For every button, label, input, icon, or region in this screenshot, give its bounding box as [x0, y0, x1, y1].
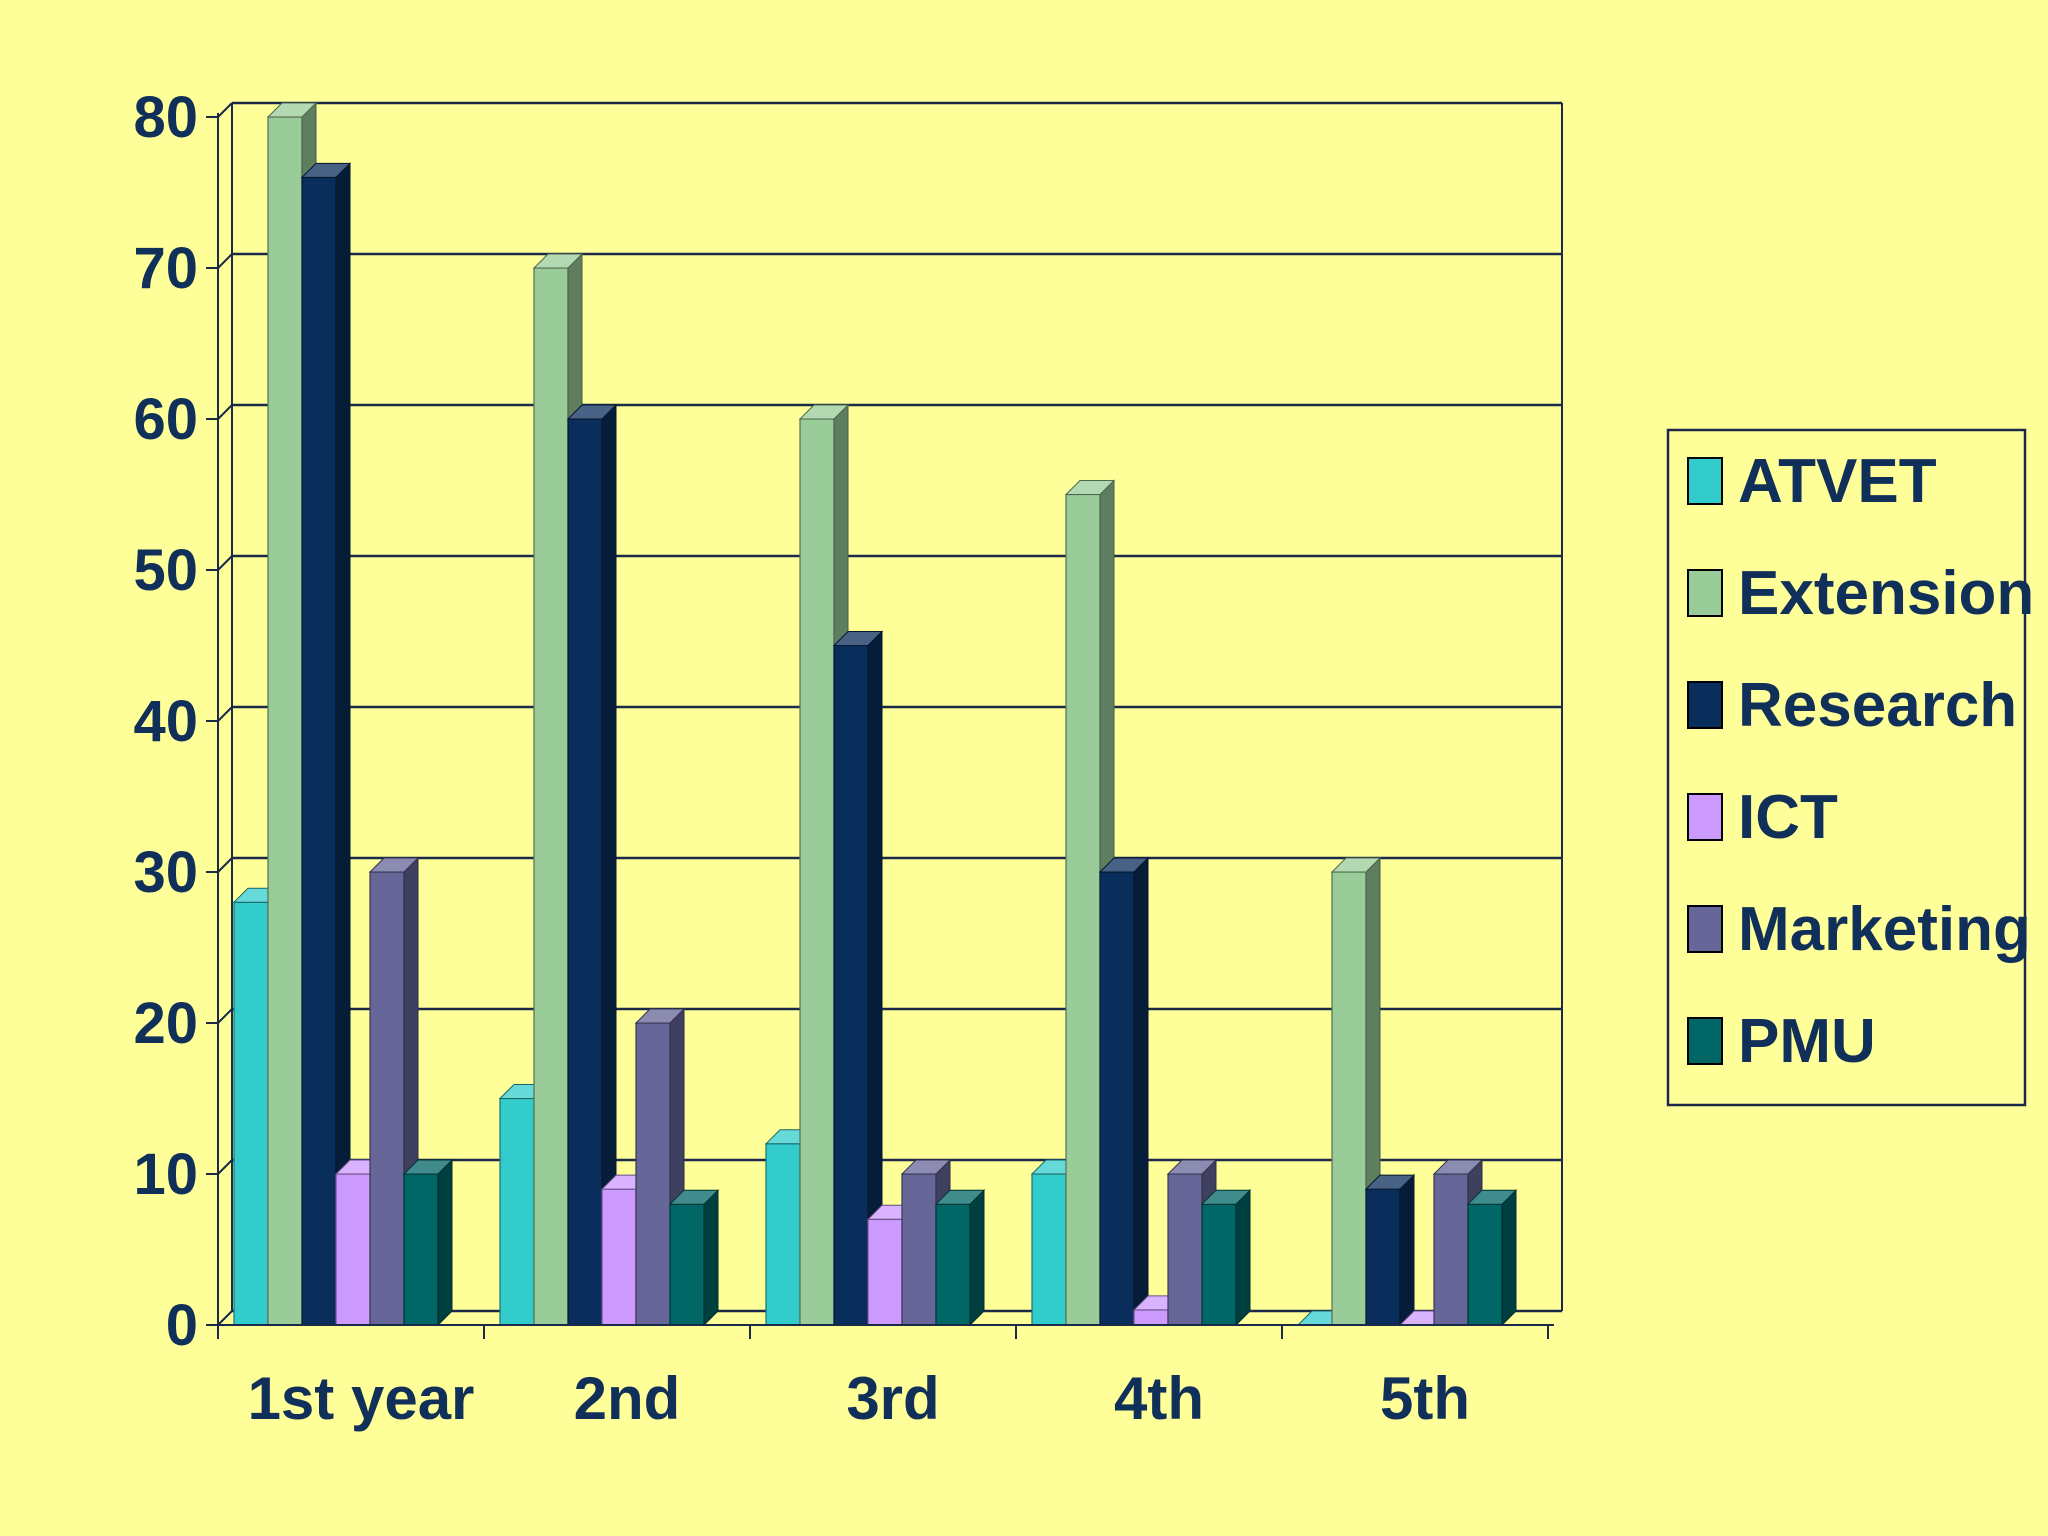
x-tick-label: 2nd	[574, 1365, 681, 1432]
legend-item-ict[interactable]: ICT	[1687, 783, 1838, 852]
y-tick-label: 70	[133, 236, 198, 301]
gridline-side	[217, 1159, 233, 1175]
legend-item-pmu[interactable]: PMU	[1687, 1007, 1876, 1076]
y-tick-label: 10	[133, 1142, 198, 1207]
legend-item-atvet[interactable]: ATVET	[1687, 447, 1937, 516]
bar-research-5	[1364, 1173, 1416, 1327]
x-tick-label: 5th	[1380, 1365, 1470, 1432]
x-axis: 1st year 2nd 3rd 4th 5th	[217, 1324, 1554, 1432]
legend-label: Extension	[1738, 559, 2034, 628]
legend-item-extension[interactable]: Extension	[1687, 559, 2034, 628]
legend-swatch	[1687, 905, 1723, 953]
bar-pmu-1	[402, 1158, 454, 1327]
y-tick-label: 40	[133, 689, 198, 754]
gridline-side	[217, 1008, 233, 1024]
x-tick-label: 3rd	[846, 1365, 939, 1432]
x-tick-label: 4th	[1114, 1365, 1204, 1432]
legend-swatch	[1687, 457, 1723, 505]
bar-pmu-4	[1200, 1188, 1252, 1327]
legend[interactable]: ATVET Extension Research ICT Marketing PMU	[1666, 428, 2034, 1107]
y-tick-label: 60	[133, 387, 198, 452]
y-tick-label: 20	[133, 991, 198, 1056]
y-tick-label: 30	[133, 840, 198, 905]
gridlines	[217, 101, 1563, 1326]
legend-swatch	[1687, 569, 1723, 617]
y-tick-label: 80	[133, 85, 198, 150]
gridline-side	[217, 253, 233, 269]
gridline-side	[217, 857, 233, 873]
y-tick-label: 0	[166, 1293, 198, 1358]
bars	[232, 101, 1518, 1327]
legend-label: PMU	[1738, 1007, 1876, 1076]
gridline-side	[217, 555, 233, 571]
bar-pmu-5	[1466, 1188, 1518, 1327]
bar-pmu-2	[668, 1188, 720, 1327]
x-tick-label: 1st year	[248, 1365, 475, 1432]
legend-label: ATVET	[1738, 447, 1937, 516]
bar-research-2	[566, 403, 618, 1327]
legend-swatch	[1687, 681, 1723, 729]
legend-item-marketing[interactable]: Marketing	[1687, 895, 2031, 964]
bar-pmu-3	[934, 1188, 986, 1327]
bar-research-4	[1098, 856, 1150, 1327]
legend-label: Marketing	[1738, 895, 2031, 964]
gridline-side	[217, 102, 233, 118]
legend-label: ICT	[1738, 783, 1838, 852]
y-axis: 0 10 20 30 40 50 60 70 80	[133, 85, 219, 1358]
legend-item-research[interactable]: Research	[1687, 671, 2017, 740]
legend-box	[1666, 428, 2027, 1107]
legend-swatch	[1687, 793, 1723, 841]
legend-swatch	[1687, 1017, 1723, 1065]
gridline-side	[217, 1310, 233, 1326]
y-tick-label: 50	[133, 538, 198, 603]
bar-research-1	[300, 162, 352, 1327]
legend-label: Research	[1738, 671, 2017, 740]
gridline-side	[217, 404, 233, 420]
gridline-side	[217, 706, 233, 722]
